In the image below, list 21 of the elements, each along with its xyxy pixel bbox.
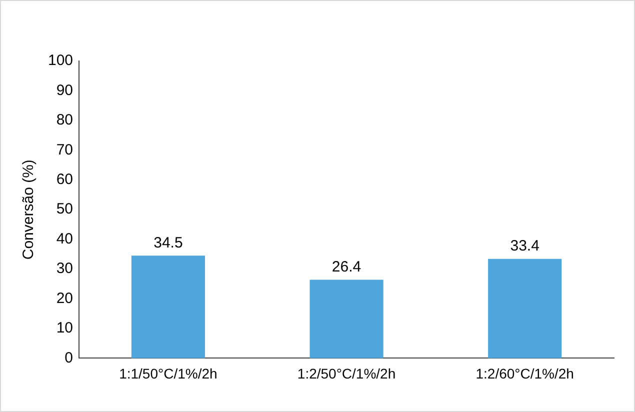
x-tick-label: 1:2/50°C/1%/2h	[297, 365, 396, 382]
y-tick-label: 80	[56, 112, 74, 129]
bar	[131, 256, 205, 358]
y-tick-label: 60	[56, 171, 74, 188]
y-tick-label: 50	[56, 200, 74, 218]
x-tick-label: 1:1/50°C/1%/2h	[119, 365, 218, 382]
data-label: 34.5	[154, 234, 183, 252]
y-axis-title: Conversão (%)	[20, 160, 38, 260]
y-tick-label: 70	[56, 141, 74, 158]
y-tick-label: 30	[56, 260, 74, 278]
bar	[488, 258, 562, 358]
data-label: 33.4	[510, 238, 540, 255]
y-tick-label: 100	[48, 52, 74, 70]
y-tick-label: 90	[56, 82, 74, 99]
x-tick-label: 1:2/60°C/1%/2h	[476, 365, 574, 382]
y-tick-label: 0	[64, 349, 74, 366]
data-label: 26.4	[332, 258, 362, 276]
y-tick-label: 20	[56, 290, 74, 307]
bar	[310, 280, 384, 358]
y-tick-label: 10	[56, 320, 74, 337]
y-tick-label: 40	[56, 230, 74, 248]
